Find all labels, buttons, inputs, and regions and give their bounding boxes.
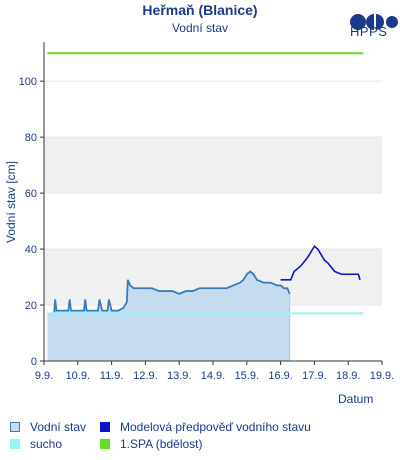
legend-swatch-spa bbox=[100, 439, 110, 449]
x-tick-label: 12.9. bbox=[133, 370, 157, 382]
y-tick-label: 40 bbox=[25, 244, 37, 256]
hpps-logo-icon bbox=[350, 14, 398, 30]
chart-subtitle: Vodní stav bbox=[171, 21, 229, 35]
x-tick-label: 9.9. bbox=[35, 370, 53, 382]
grid-band bbox=[44, 137, 382, 194]
legend-swatch-forecast bbox=[100, 422, 110, 432]
forecast-line bbox=[280, 245, 361, 281]
legend-label: 1.SPA (bdělost) bbox=[120, 437, 203, 451]
chart-title: Heřmaň (Blanice) bbox=[142, 2, 258, 18]
x-tick-label: 11.9. bbox=[100, 370, 124, 382]
x-tick-label: 18.9. bbox=[336, 370, 360, 382]
x-tick-label: 17.9. bbox=[302, 370, 326, 382]
legend-label: sucho bbox=[30, 437, 63, 451]
observed-area bbox=[47, 271, 290, 361]
x-tick-label: 13.9. bbox=[167, 370, 191, 382]
legend-label: Vodní stav bbox=[30, 420, 87, 434]
x-tick-label: 10.9. bbox=[66, 370, 90, 382]
y-axis-label: Vodní stav [cm] bbox=[4, 160, 18, 244]
y-tick-label: 20 bbox=[25, 300, 37, 312]
x-tick-label: 16.9. bbox=[268, 370, 292, 382]
x-tick-label: 14.9. bbox=[201, 370, 225, 382]
logo-text: HPPS bbox=[350, 24, 388, 39]
y-tick-label: 60 bbox=[25, 188, 37, 200]
x-tick-label: 19.9. bbox=[370, 370, 394, 382]
legend-swatch-observed bbox=[10, 422, 20, 432]
y-tick-label: 100 bbox=[19, 76, 37, 88]
x-axis-label: Datum bbox=[338, 392, 374, 406]
y-tick-label: 0 bbox=[31, 356, 37, 368]
legend-label: Modelová předpověď vodního stavu bbox=[120, 420, 311, 434]
y-tick-label: 80 bbox=[25, 132, 37, 144]
observed-line bbox=[47, 270, 291, 315]
x-tick-label: 15.9. bbox=[235, 370, 259, 382]
legend-swatch-sucho bbox=[10, 439, 20, 449]
